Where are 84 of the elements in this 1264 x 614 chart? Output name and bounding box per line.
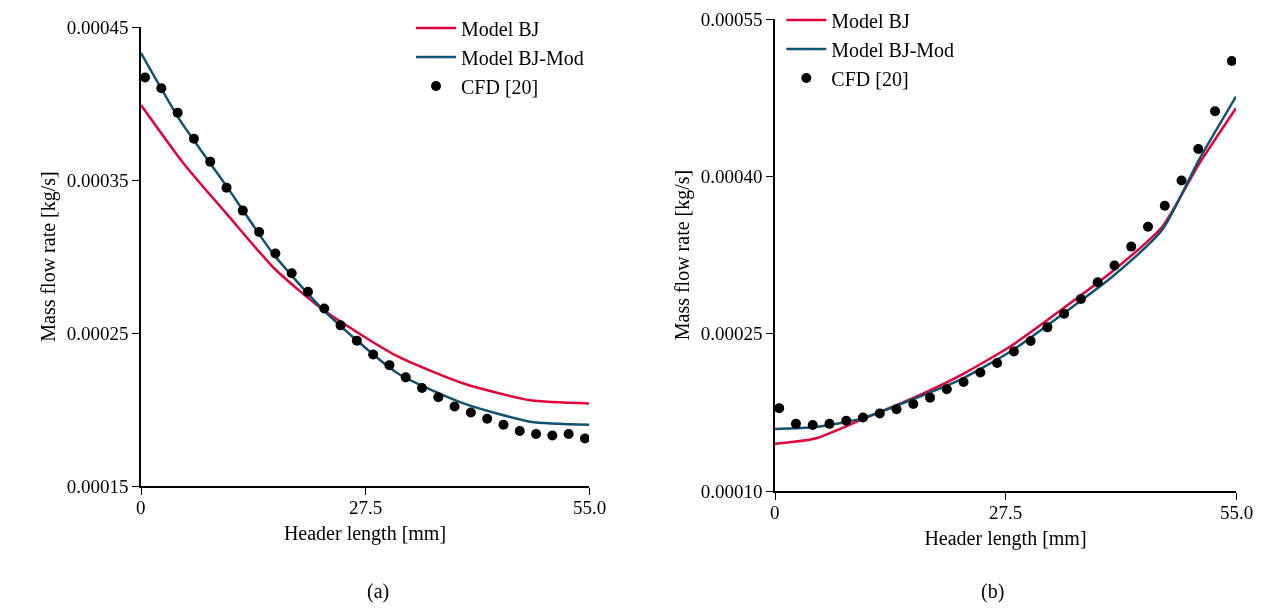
point	[1008, 346, 1019, 357]
point	[975, 367, 986, 378]
point	[156, 83, 167, 94]
point	[302, 286, 313, 297]
point	[465, 407, 476, 418]
y-tick-label: 0.00045	[66, 16, 129, 38]
x-tick-label: 55.0	[1220, 502, 1254, 523]
point	[335, 320, 346, 331]
y-tick-label: 0.00010	[700, 480, 763, 502]
point	[874, 408, 885, 419]
point	[270, 248, 281, 259]
point	[319, 303, 330, 314]
legend-label: Model BJ-Mod	[831, 38, 955, 61]
point	[400, 372, 411, 383]
point	[579, 433, 589, 444]
legend-label: CFD [20]	[831, 67, 909, 90]
point	[172, 107, 183, 118]
point	[775, 403, 785, 414]
point	[1159, 200, 1170, 211]
point	[188, 133, 199, 144]
point	[286, 268, 297, 279]
x-tick-label: 27.5	[349, 497, 383, 518]
x-tick-label: 0	[770, 502, 780, 523]
point	[1092, 277, 1103, 288]
point	[824, 418, 835, 429]
point	[891, 404, 902, 415]
point	[1193, 144, 1204, 155]
y-axis-title: Mass flow rate [kg/s]	[670, 169, 694, 341]
point	[368, 349, 379, 360]
point	[547, 430, 558, 441]
y-tick-label: 0.00055	[700, 8, 763, 30]
x-tick-label: 0	[136, 497, 146, 518]
point	[449, 401, 460, 412]
point	[1126, 241, 1137, 252]
legend-label: CFD [20]	[461, 75, 539, 98]
point	[498, 419, 509, 430]
point	[514, 425, 525, 436]
point	[1042, 322, 1053, 333]
legend-label: Model BJ	[831, 9, 910, 32]
line-series	[141, 103, 589, 405]
point	[237, 205, 248, 216]
point	[433, 392, 444, 403]
y-tick-label: 0.00035	[66, 169, 129, 191]
point	[1176, 175, 1187, 186]
point	[1226, 55, 1236, 66]
x-tick-label: 27.5	[989, 502, 1023, 523]
point	[858, 412, 869, 423]
point	[1142, 221, 1153, 232]
x-tick-label: 55.0	[573, 497, 607, 518]
point	[1075, 294, 1086, 305]
y-tick-label: 0.00015	[66, 475, 129, 497]
point	[563, 428, 574, 439]
point	[221, 182, 232, 193]
line-series	[141, 51, 589, 427]
point	[925, 392, 936, 403]
y-axis-title: Mass flow rate [kg/s]	[36, 171, 60, 342]
legend-label: Model BJ	[461, 17, 540, 40]
point	[992, 358, 1003, 369]
point	[417, 383, 428, 394]
point	[482, 413, 493, 424]
point	[254, 227, 265, 238]
y-tick-label: 0.00025	[66, 322, 129, 344]
point	[941, 384, 952, 395]
text: (a)	[367, 580, 390, 603]
point	[1109, 260, 1120, 271]
point	[351, 335, 362, 346]
legend-label: Model BJ-Mod	[461, 46, 584, 69]
point	[1025, 336, 1036, 347]
text: (b)	[981, 580, 1005, 603]
y-tick-label: 0.00025	[700, 323, 763, 345]
point	[958, 376, 969, 387]
point	[531, 428, 542, 439]
point	[1210, 106, 1221, 117]
point	[141, 72, 151, 83]
point	[205, 156, 216, 167]
point	[841, 415, 852, 426]
point	[790, 418, 801, 429]
point	[807, 419, 818, 430]
x-axis-title: Header length [mm]	[924, 526, 1087, 550]
point	[1059, 308, 1070, 319]
x-axis-title: Header length [mm]	[283, 521, 447, 545]
point	[908, 398, 919, 409]
y-tick-label: 0.00040	[700, 165, 763, 187]
point	[384, 360, 395, 371]
